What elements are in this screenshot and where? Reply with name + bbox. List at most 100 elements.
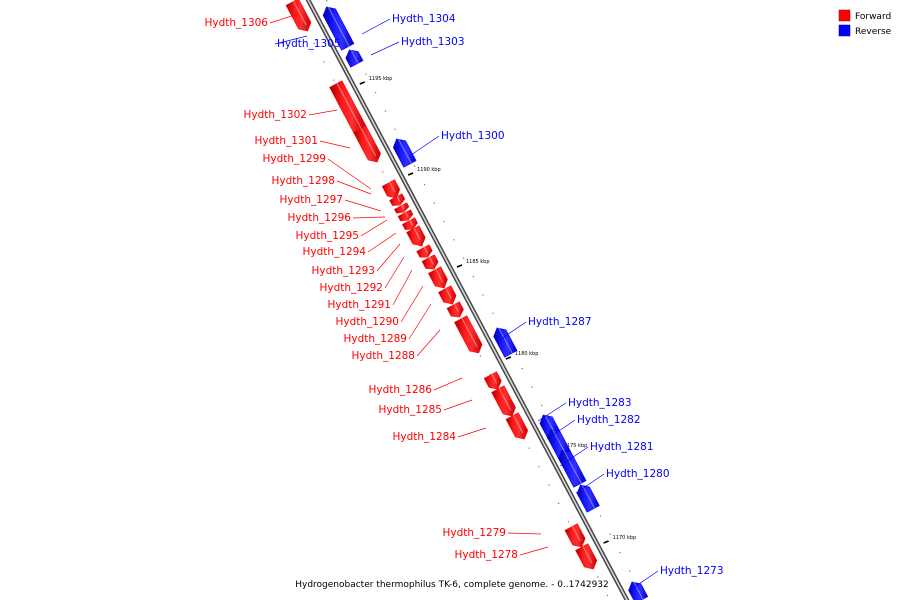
gene-Hydth_1288 <box>454 315 483 354</box>
gene-label-Hydth_1285: Hydth_1285 <box>378 404 442 416</box>
gene-label-Hydth_1294: Hydth_1294 <box>302 246 366 258</box>
leader-line-Hydth_1305 <box>274 35 308 45</box>
minor-tick <box>531 386 533 388</box>
gene-arrow-highlight <box>396 196 401 202</box>
gene-arrow-highlight <box>491 374 498 384</box>
major-tick-mark <box>505 356 512 360</box>
gene-Hydth_1291 <box>428 266 448 289</box>
leader-line-Hydth_1289 <box>408 303 432 340</box>
gene-arrow-highlight <box>453 304 460 313</box>
gene-arrow <box>483 371 502 390</box>
gene-label-Hydth_1298: Hydth_1298 <box>271 175 335 187</box>
gene-label-Hydth_1301: Hydth_1301 <box>254 135 318 147</box>
minor-tick <box>384 110 386 112</box>
gene-arrow-highlight <box>350 48 359 64</box>
gene-arrow-highlight <box>413 228 421 241</box>
forward-swatch <box>838 9 851 22</box>
minor-tick <box>414 165 416 167</box>
leader-line-Hydth_1273 <box>629 570 659 591</box>
gene-arrow <box>401 217 418 230</box>
gene-Hydth_1295 <box>401 217 418 230</box>
minor-tick <box>599 515 602 517</box>
minor-tick <box>521 368 523 370</box>
gene-label-Hydth_1282: Hydth_1282 <box>577 414 641 426</box>
gene-label-Hydth_1299: Hydth_1299 <box>262 153 326 165</box>
minor-tick <box>541 404 543 406</box>
minor-tick <box>453 239 455 241</box>
leader-line-Hydth_1286 <box>433 377 463 391</box>
gene-arrow <box>406 225 426 247</box>
minor-tick <box>433 202 435 204</box>
minor-tick <box>482 294 484 296</box>
gene-arrow <box>575 543 598 570</box>
gene-label-Hydth_1284: Hydth_1284 <box>392 431 456 443</box>
leader-line-Hydth_1293 <box>376 243 401 272</box>
gene-arrow <box>421 254 439 270</box>
major-tick-mark <box>407 172 414 176</box>
gene-label-Hydth_1279: Hydth_1279 <box>442 527 506 539</box>
gene-label-Hydth_1297: Hydth_1297 <box>279 194 343 206</box>
leader-line-Hydth_1280 <box>575 473 605 494</box>
gene-label-Hydth_1305: Hydth_1305 <box>277 38 341 50</box>
gene-arrow-highlight <box>405 212 409 218</box>
minor-tick <box>597 576 599 578</box>
leader-line-Hydth_1299 <box>327 158 372 190</box>
legend: Forward Reverse <box>838 9 892 37</box>
minor-tick <box>313 42 315 44</box>
minor-tick <box>423 184 426 186</box>
leader-line-Hydth_1294 <box>367 232 397 253</box>
minor-tick <box>619 552 621 554</box>
minor-tick <box>326 0 328 2</box>
gene-track <box>285 0 649 600</box>
gene-arrow <box>454 315 483 354</box>
leader-line-Hydth_1291 <box>392 269 413 306</box>
gene-label-Hydth_1278: Hydth_1278 <box>454 549 518 561</box>
gene-arrow <box>389 193 406 206</box>
minor-tick <box>528 447 530 449</box>
gene-Hydth_1298 <box>389 193 406 206</box>
minor-tick <box>394 128 396 130</box>
gene-Hydth_1297 <box>394 202 410 214</box>
gene-Hydth_1302 <box>329 80 367 136</box>
gene-Hydth_1306 <box>285 0 312 32</box>
reverse-swatch <box>838 24 851 37</box>
leader-line-Hydth_1301 <box>319 140 351 149</box>
gene-arrow-highlight <box>435 269 444 283</box>
gene-arrow-highlight <box>551 427 567 455</box>
leader-line-Hydth_1304 <box>361 18 391 35</box>
gene-arrow-highlight <box>562 448 582 484</box>
minor-tick <box>472 276 474 278</box>
gene-Hydth_1301 <box>353 125 381 163</box>
gene-arrow <box>416 244 433 258</box>
minor-tick <box>462 257 465 259</box>
gene-label-Hydth_1290: Hydth_1290 <box>335 316 399 328</box>
gene-arrow <box>558 449 587 488</box>
gene-arrow-highlight <box>497 326 513 354</box>
gene-arrow <box>397 209 414 222</box>
gene-Hydth_1294 <box>406 225 426 247</box>
gene-Hydth_1286 <box>483 371 502 390</box>
gene-arrow-highlight <box>632 580 644 600</box>
leader-line-Hydth_1279 <box>507 532 542 535</box>
gene-label-Hydth_1288: Hydth_1288 <box>351 350 415 362</box>
gene-arrow-highlight <box>409 220 414 226</box>
gene-label-Hydth_1283: Hydth_1283 <box>568 397 632 409</box>
gene-arrow-highlight <box>360 128 377 157</box>
minor-tick <box>323 61 325 63</box>
leader-line-Hydth_1306 <box>269 13 299 24</box>
gene-Hydth_1299 <box>381 179 401 199</box>
gene-arrow-highlight <box>571 526 581 542</box>
gene-arrow-highlight <box>429 257 434 265</box>
gene-arrow-highlight <box>423 247 428 254</box>
major-tick-label: 1190 kbp <box>417 167 441 173</box>
leader-line-Hydth_1298 <box>336 180 372 195</box>
gene-arrow-highlight <box>327 5 350 47</box>
gene-arrow-highlight <box>389 182 396 193</box>
minor-tick <box>606 594 609 596</box>
gene-arrow-highlight <box>461 318 478 348</box>
major-tick-label: 1195 kbp <box>369 76 393 82</box>
major-tick-mark <box>359 81 366 85</box>
leader-line-Hydth_1292 <box>384 256 405 289</box>
minor-tick <box>492 312 494 314</box>
major-tick-mark <box>456 264 463 268</box>
